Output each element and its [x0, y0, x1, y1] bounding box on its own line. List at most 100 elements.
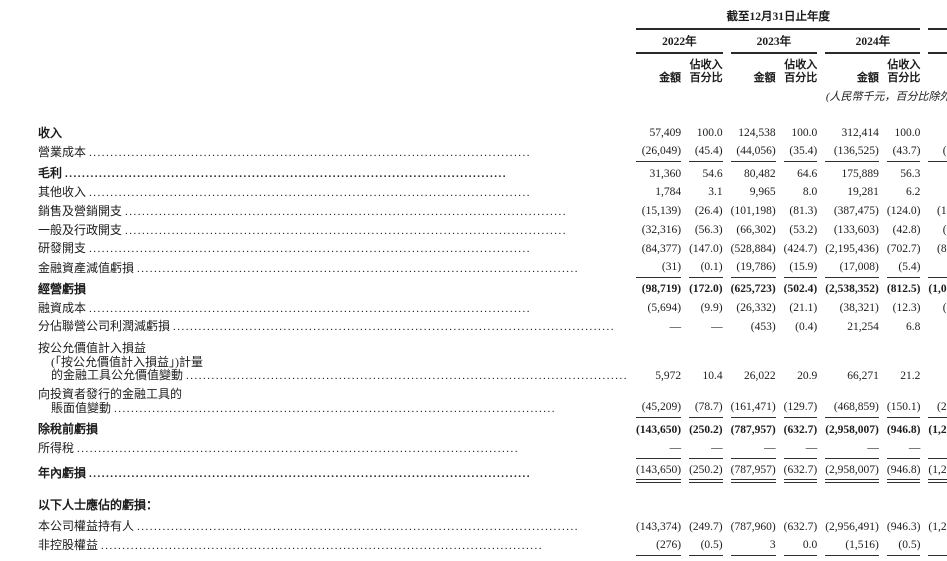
- table-row: 金融資產減值虧損................................…: [38, 259, 947, 278]
- row-label: 所得稅.....................................…: [38, 439, 628, 458]
- unaudited-note: (未經審計): [928, 106, 947, 124]
- cell-amount: (22,950): [928, 143, 947, 163]
- dot-leader: ........................................…: [89, 186, 532, 199]
- row-label: 按公允價值計入損益 (「按公允價值計入損益」)計量 的金融工具公允價值變動.....…: [38, 340, 629, 383]
- cell-percent: (78.7): [689, 386, 723, 419]
- spacer-row: [38, 483, 947, 496]
- row-label: 毛利......................................…: [38, 162, 628, 183]
- cell-percent: (424.7): [783, 242, 818, 255]
- cell-percent: (172.0): [689, 283, 723, 296]
- currency-unit-note: (人民幣千元，百分比除外): [825, 90, 947, 103]
- cell-amount: (763): [928, 259, 947, 278]
- cell-amount: (51,452): [942, 224, 947, 237]
- cell-amount: —: [669, 320, 682, 333]
- row-label: 年內虧損....................................…: [38, 459, 628, 484]
- dot-leader: ........................................…: [137, 262, 580, 275]
- cell-amount: (44,056): [730, 143, 776, 163]
- table-row: 分佔聯營公司利潤減虧損.............................…: [38, 318, 947, 337]
- row-label: 研發開支....................................…: [38, 240, 628, 259]
- cell-percent: (124.0): [886, 205, 921, 218]
- cell-amount: (528,884): [730, 242, 776, 255]
- cell-amount: (26,332): [736, 302, 776, 315]
- table-row: 融資成本....................................…: [38, 299, 947, 318]
- cell-percent: 10.4: [702, 369, 723, 382]
- cell-amount: 21,959: [928, 162, 947, 183]
- cell-amount: —: [730, 439, 776, 459]
- table-row: 其他收入....................................…: [38, 183, 947, 202]
- cell-amount: 175,889: [841, 167, 879, 180]
- cell-percent: 64.6: [797, 167, 818, 180]
- row-label: 收入: [38, 125, 63, 140]
- cell-percent: 8.0: [802, 186, 818, 199]
- cell-percent: (9.9): [700, 302, 723, 315]
- cell-amount: (19,786): [730, 259, 776, 278]
- row-label: 一般及行政開支.................................…: [38, 221, 628, 240]
- row-label: 本公司權益持有人................................…: [38, 515, 628, 536]
- cell-amount: (1,235,551): [928, 459, 947, 484]
- cell-amount: (32,316): [641, 224, 682, 237]
- dot-leader: ........................................…: [101, 540, 544, 553]
- cell-percent: 20.9: [797, 369, 818, 382]
- table-row: 研發開支....................................…: [38, 240, 947, 259]
- year-header-2023: 2023年: [730, 30, 818, 54]
- cell-amount: (787,957): [730, 423, 776, 436]
- cell-percent: (702.7): [886, 242, 921, 255]
- cell-percent: (0.5): [689, 537, 723, 556]
- cell-percent: (42.8): [892, 224, 921, 237]
- table-row: 本公司權益持有人................................…: [38, 515, 947, 536]
- table-row: 收入 57,409 100.0 124,538 100.0 312,414 100.0 44,…: [38, 124, 947, 143]
- row-label: 分佔聯營公司利潤減虧損.............................…: [38, 318, 628, 337]
- dot-leader: ........................................…: [125, 205, 568, 218]
- cell-percent: (56.3): [694, 224, 723, 237]
- cell-percent: 100.0: [791, 127, 818, 140]
- cell-amount: (17,008): [825, 259, 879, 278]
- row-label: 金融資產減值虧損................................…: [38, 259, 628, 278]
- cell-amount: (387,475): [833, 205, 879, 218]
- cell-amount: (625,723): [730, 283, 776, 296]
- cell-amount: 57,409: [649, 127, 682, 140]
- table-row: 非控股權益...................................…: [38, 537, 947, 556]
- dot-leader: ........................................…: [125, 224, 568, 237]
- cell-amount: (38,321): [839, 302, 879, 315]
- cell-percent: —: [886, 439, 921, 459]
- cell-amount: (26,049): [636, 143, 682, 163]
- cell-percent: —: [783, 439, 818, 459]
- cell-amount: 44,909: [928, 124, 947, 143]
- cell-percent: (946.8): [886, 423, 921, 436]
- table-row: 毛利......................................…: [38, 162, 947, 183]
- cell-amount: (2,538,352): [825, 283, 879, 296]
- dot-leader: ........................................…: [137, 521, 580, 534]
- cell-amount: 124,538: [738, 127, 776, 140]
- cell-amount: (84,377): [641, 242, 682, 255]
- cell-percent: 54.6: [702, 167, 723, 180]
- cell-amount: 1,784: [655, 186, 682, 199]
- cell-amount: (453): [750, 320, 776, 333]
- cell-amount: (45,209): [636, 386, 682, 419]
- cell-amount: 324: [928, 318, 947, 337]
- unit-note-row: (人民幣千元，百分比除外): [38, 88, 947, 106]
- dot-leader: ........................................…: [89, 243, 532, 256]
- cell-amount: 66,271: [847, 369, 879, 382]
- row-label: 經營虧損: [38, 281, 87, 296]
- cell-amount: (101,198): [730, 205, 776, 218]
- table-row: 經營虧損 (98,719) (172.0) (625,723) (502.4) (2,53…: [38, 278, 947, 299]
- interim-period-header: 截至6月30日止六個月: [928, 8, 947, 30]
- cell-amount: 5,972: [655, 369, 682, 382]
- unaudited-note-row: (未經審計): [38, 106, 947, 124]
- table-row: 一般及行政開支.................................…: [38, 221, 947, 240]
- row-label: 其他收入....................................…: [38, 183, 628, 202]
- table-row: 年內虧損....................................…: [38, 459, 947, 484]
- cell-percent: (812.5): [886, 283, 921, 296]
- cell-percent: 100.0: [696, 127, 723, 140]
- cell-amount: (5,694): [647, 302, 682, 315]
- cell-amount: —: [928, 439, 947, 459]
- cell-amount: (1,029,493): [928, 283, 947, 296]
- table-row: 所得稅.....................................…: [38, 439, 947, 459]
- dot-leader: ........................................…: [173, 321, 616, 334]
- cell-percent: (15.9): [783, 259, 818, 278]
- dot-leader: ........................................…: [77, 443, 520, 456]
- year-header-6m-2024: 2024年: [928, 30, 947, 54]
- cell-amount: (1,516): [825, 537, 879, 556]
- cell-amount: 3: [730, 537, 776, 556]
